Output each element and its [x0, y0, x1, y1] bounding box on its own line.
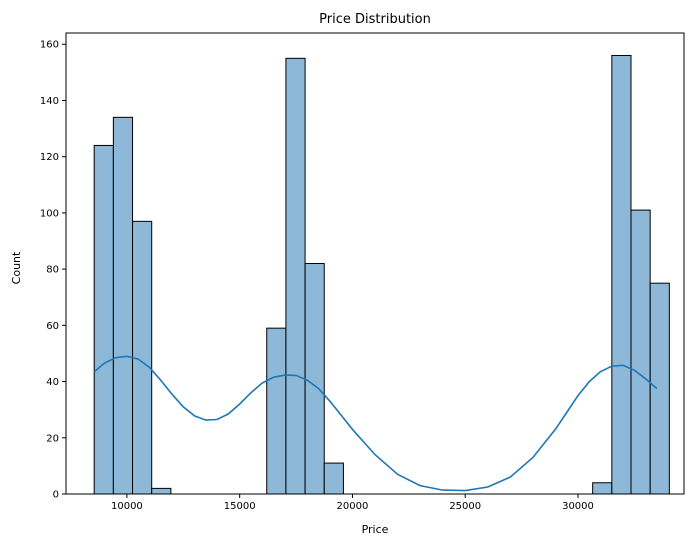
y-tick-label: 140 — [40, 96, 59, 107]
histogram-bar — [649, 282, 670, 495]
plot-frame — [65, 32, 685, 495]
kde-curve — [93, 355, 658, 492]
x-tick-label: 25000 — [449, 501, 481, 512]
y-axis-label: Count — [10, 251, 23, 284]
x-tick-label: 15000 — [224, 501, 256, 512]
histogram-bar — [93, 144, 114, 495]
y-tick-label: 60 — [46, 321, 59, 332]
y-axis-ticks: 0 20 40 60 80 100 120 140 160 — [40, 40, 66, 501]
y-tick-label: 40 — [46, 377, 59, 388]
y-tick-label: 120 — [40, 152, 59, 163]
histogram-bar — [592, 482, 613, 495]
y-tick-label: 100 — [40, 208, 59, 219]
histogram-bar — [112, 116, 134, 495]
x-axis-label: Price — [362, 523, 389, 536]
histogram-bar — [266, 327, 287, 495]
y-tick-label: 20 — [46, 433, 59, 444]
x-tick-label: 30000 — [562, 501, 594, 512]
histogram-bar — [304, 263, 325, 495]
y-tick-label: 0 — [53, 490, 59, 501]
chart-title: Price Distribution — [319, 12, 431, 27]
histogram-bar — [630, 209, 651, 495]
histogram-bar — [285, 57, 306, 495]
x-tick-label: 20000 — [337, 501, 369, 512]
histogram-bars — [93, 54, 670, 495]
y-tick-label: 160 — [40, 40, 59, 51]
y-tick-label: 80 — [46, 265, 59, 276]
histogram-bar — [151, 487, 172, 495]
x-tick-label: 10000 — [111, 501, 143, 512]
x-axis-ticks: 10000 15000 20000 25000 30000 — [111, 494, 594, 512]
histogram-bar — [323, 462, 344, 495]
histogram-bar — [611, 54, 632, 495]
